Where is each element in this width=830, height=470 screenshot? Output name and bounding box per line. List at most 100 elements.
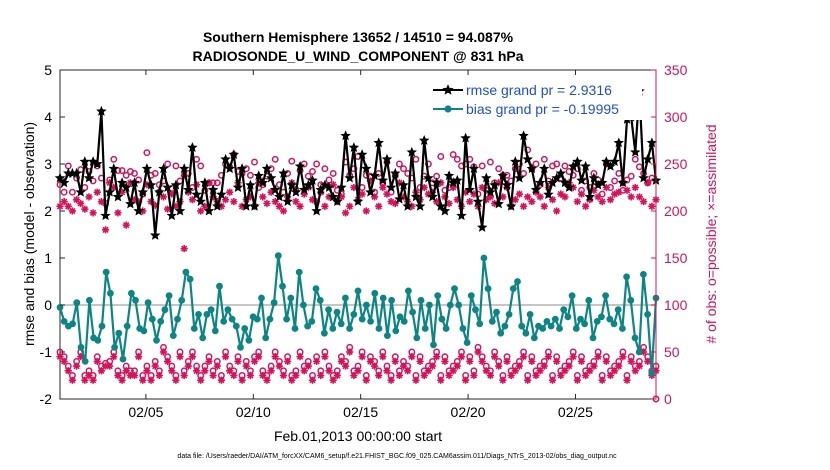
assimilated-low-point-10-stroke-3 <box>98 367 105 374</box>
assimilated-low-point-63-stroke-3 <box>317 372 324 379</box>
series-1-point-6 <box>81 358 89 365</box>
series-1-point-71 <box>354 287 362 295</box>
series-1-point-13 <box>111 343 118 351</box>
assimilated-point-57 <box>292 198 300 206</box>
assimilated-low-point-61-stroke-3 <box>309 377 316 384</box>
assimilated-low-point-31 <box>184 362 192 370</box>
possible-point-23 <box>151 169 159 177</box>
series-1-point-28 <box>174 315 181 323</box>
assimilated-low-point-29-stroke-3 <box>176 353 184 360</box>
series-1-point-30 <box>182 268 190 276</box>
series-1-point-52 <box>274 252 282 260</box>
series-0-point-14 <box>112 191 124 202</box>
assimilated-point-130 <box>594 193 602 201</box>
possible-point-104 <box>486 158 494 166</box>
series-0-point-35 <box>199 177 211 188</box>
assimilated-low-point-31-stroke-3 <box>185 362 192 370</box>
possible-point-117 <box>540 155 548 163</box>
assimilated-low-point-138-stroke-3 <box>628 358 635 365</box>
assimilated-point-34-stroke-3 <box>197 207 204 215</box>
assimilated-point-6-stroke-3 <box>81 205 88 213</box>
series-1-point-78 <box>384 332 391 339</box>
series-0-point-102 <box>476 222 488 232</box>
assimilated-low-point-62-stroke-3 <box>313 358 320 365</box>
assimilated-low-point-87-stroke-3 <box>416 358 424 365</box>
y-right-tick-label-4: 200 <box>664 203 688 219</box>
series-1-point-66 <box>333 308 341 316</box>
assimilated-low-point-47-stroke-3 <box>251 358 258 365</box>
x-tick-label-3: 02/20 <box>451 404 486 420</box>
assimilated-low-point-69 <box>341 362 350 370</box>
assimilated-point-139-stroke-3 <box>632 184 639 191</box>
assimilated-point-100-stroke-3 <box>470 190 478 198</box>
series-0-point-133 <box>605 160 616 171</box>
assimilated-low-point-42-stroke-3 <box>230 372 237 379</box>
assimilated-low-point-93-stroke-3 <box>441 358 449 365</box>
series-0-point-106 <box>493 198 504 209</box>
series-1-point-97 <box>463 339 471 346</box>
assimilated-low-point-14-stroke-3 <box>114 372 122 379</box>
assimilated-low-point-84 <box>404 367 412 375</box>
series-1-point-138 <box>635 348 643 356</box>
assimilated-low-point-26-stroke-3 <box>164 358 171 365</box>
possible-point-52 <box>271 155 279 163</box>
series-1-point-127 <box>589 334 597 342</box>
series-0-point-100 <box>468 163 480 174</box>
assimilated-low-point-124 <box>569 353 577 361</box>
assimilated-low-point-59 <box>300 367 308 375</box>
series-0-point-12 <box>104 186 115 197</box>
series-0-point-115 <box>530 184 542 195</box>
assimilated-point-5 <box>77 199 85 208</box>
assimilated-point-122-stroke-3 <box>561 193 569 201</box>
series-1-point-82 <box>400 318 408 325</box>
possible-point-56 <box>288 157 296 165</box>
series-1-point-40 <box>224 306 232 314</box>
series-0-point-24 <box>154 186 165 197</box>
possible-point-137 <box>623 176 631 184</box>
series-0-point-20 <box>137 186 149 197</box>
assimilated-point-137 <box>623 186 631 194</box>
series-0-point-82 <box>394 193 405 204</box>
series-1-point-14 <box>115 329 123 337</box>
series-0-point-10 <box>96 105 107 116</box>
series-0-point-79 <box>381 153 393 164</box>
series-1-point-120 <box>560 306 568 314</box>
assimilated-low-point-89 <box>424 367 432 375</box>
series-0-point-23 <box>149 229 161 240</box>
series-1-point-31 <box>186 275 194 283</box>
series-0-point-139 <box>630 146 641 157</box>
assimilated-point-40-stroke-3 <box>222 196 229 203</box>
assimilated-low-point-24 <box>155 371 163 380</box>
possible-point-122 <box>561 162 569 170</box>
possible-point-19 <box>135 176 143 184</box>
series-0-point-135 <box>613 137 624 148</box>
assimilated-point-30-stroke-3 <box>181 245 188 252</box>
assimilated-low-point-27-stroke-3 <box>168 367 175 374</box>
series-1-point-122 <box>568 292 576 299</box>
assimilated-point-76-stroke-3 <box>371 193 378 201</box>
assimilated-point-138 <box>627 193 635 201</box>
assimilated-low-point-68 <box>337 357 346 365</box>
assimilated-low-point-135-stroke-3 <box>615 362 622 370</box>
series-1-point-106 <box>501 322 509 330</box>
series-0-point-141 <box>638 172 649 183</box>
series-0-point-25 <box>158 163 169 174</box>
series-0-point-38 <box>212 200 223 211</box>
possible-point-134 <box>611 177 619 185</box>
assimilated-point-99 <box>466 198 474 206</box>
assimilated-low-point-127 <box>582 371 590 380</box>
assimilated-point-102 <box>478 183 486 192</box>
assimilated-low-point-98 <box>462 376 470 384</box>
legend: rmse grand pr = 2.9316 bias grand pr = -… <box>430 78 642 120</box>
assimilated-point-120-stroke-3 <box>553 207 560 215</box>
assimilated-low-point-22 <box>147 376 155 384</box>
possible-point-83 <box>400 165 407 173</box>
assimilated-low-point-118 <box>544 353 552 361</box>
series-1-point-47 <box>253 315 261 323</box>
series-0-point-6 <box>79 156 91 167</box>
legend-box <box>430 78 642 120</box>
assimilated-low-point-137-stroke-3 <box>623 377 631 384</box>
y-left-tick-label-4: 2 <box>44 203 52 219</box>
assimilated-low-point-69-stroke-3 <box>342 362 349 370</box>
assimilated-low-point-60-stroke-3 <box>305 362 312 370</box>
